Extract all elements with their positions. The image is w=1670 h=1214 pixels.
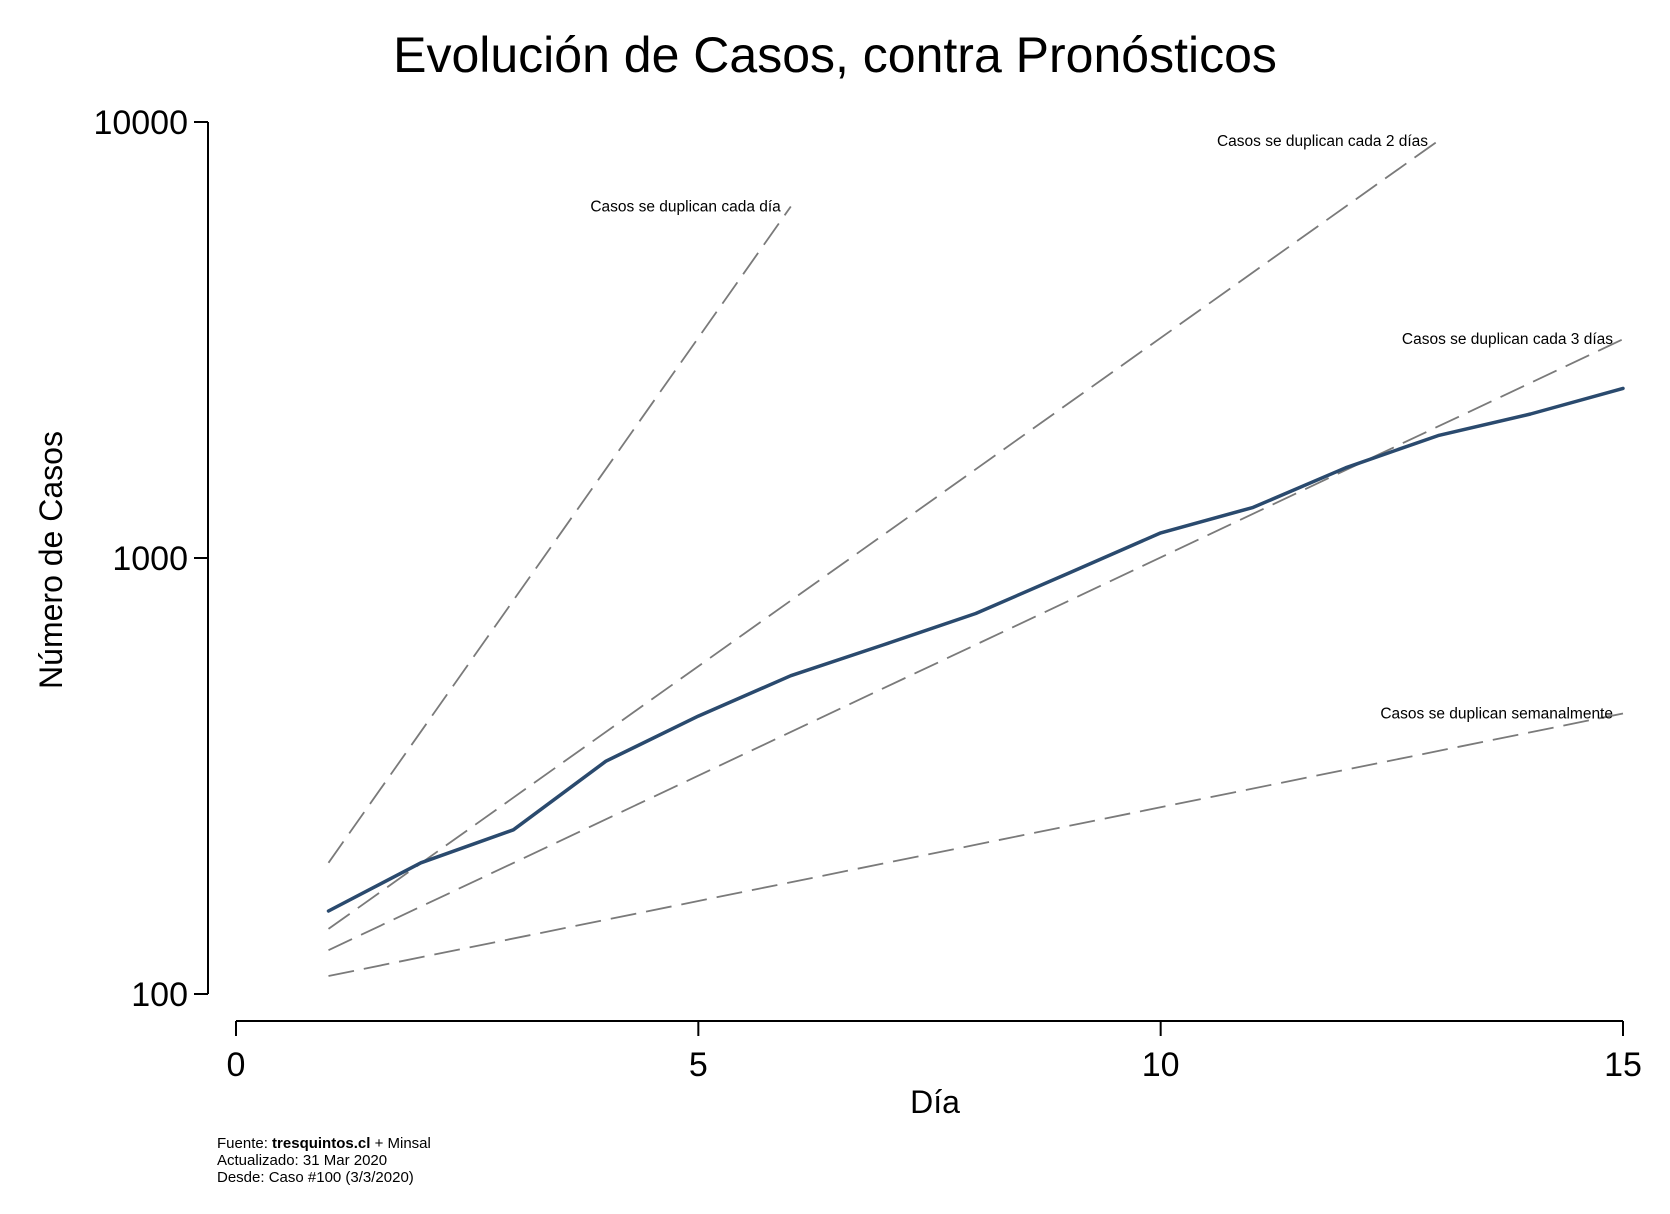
x-axis: 0 5 10 15: [227, 1020, 1642, 1084]
x-axis-title: Día: [910, 1084, 960, 1120]
reference-label-3: Casos se duplican cada 3 días: [1402, 331, 1613, 348]
y-tick-label: 10000: [93, 104, 188, 142]
x-tick-label: 10: [1142, 1046, 1180, 1084]
reference-line-4: [328, 712, 1624, 977]
source-bold: tresquintos.cl: [272, 1135, 370, 1152]
reference-label-2: Casos se duplican cada 2 días: [1217, 133, 1428, 150]
y-axis-title: Número de Casos: [33, 431, 69, 689]
x-tick-label: 5: [689, 1046, 708, 1084]
reference-line-3: [328, 338, 1624, 952]
reference-label-1: Casos se duplican cada día: [590, 199, 781, 216]
cases-series-line: [326, 386, 1625, 913]
source-note: Fuente: tresquintos.cl + Minsal: [217, 1135, 431, 1152]
chart-title: Evolución de Casos, contra Pronósticos: [393, 27, 1277, 83]
reference-lines: [327, 140, 1624, 977]
since-note: Desde: Caso #100 (3/3/2020): [217, 1169, 414, 1186]
updated-note: Actualizado: 31 Mar 2020: [217, 1152, 387, 1169]
reference-labels: Casos se duplican cada día Casos se dupli…: [590, 133, 1613, 723]
x-tick-label: 15: [1604, 1046, 1642, 1084]
y-tick-label: 1000: [112, 540, 188, 578]
x-tick-label: 0: [227, 1046, 246, 1084]
source-prefix: Fuente:: [217, 1135, 272, 1152]
y-tick-label: 100: [131, 976, 188, 1014]
reference-line-1: [327, 205, 792, 864]
footnotes: Fuente: tresquintos.cl + Minsal Actualiz…: [217, 1135, 431, 1186]
series-layer: [326, 386, 1625, 913]
reference-line-2: [327, 140, 1439, 930]
y-axis: 100 1000 10000: [93, 104, 209, 1014]
reference-label-4: Casos se duplican semanalmente: [1380, 705, 1613, 722]
source-suffix: + Minsal: [370, 1135, 430, 1152]
